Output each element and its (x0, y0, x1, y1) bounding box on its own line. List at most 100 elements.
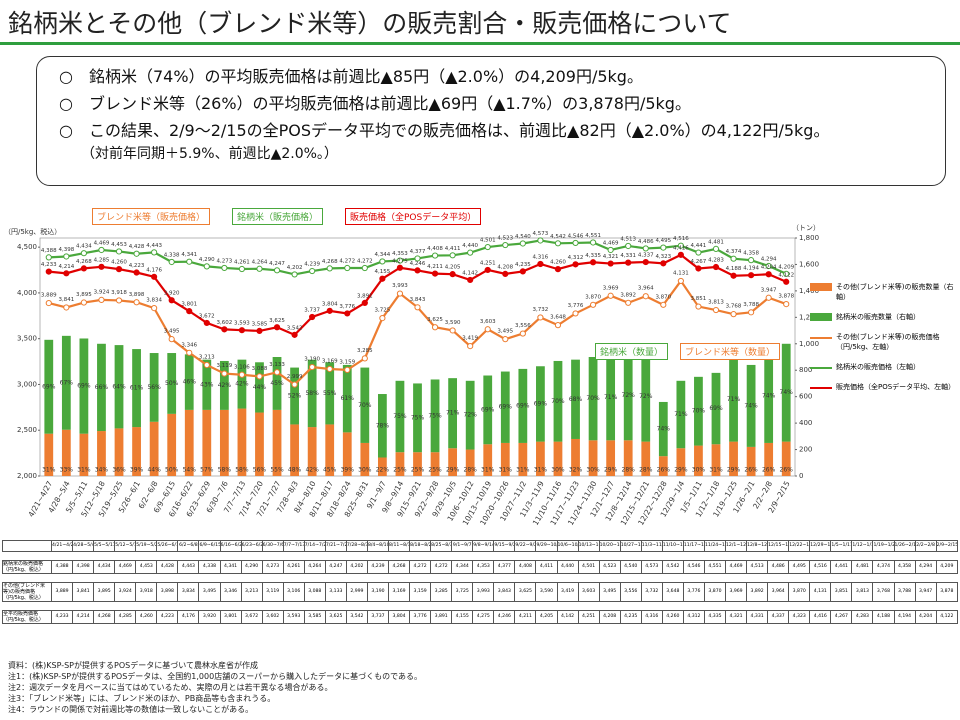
value-label: 3,213 (199, 354, 215, 360)
share-label: 72% (639, 393, 653, 400)
line-marker (660, 260, 667, 267)
line-marker (115, 266, 123, 273)
line-marker (309, 267, 316, 275)
value-label: 4,523 (497, 236, 513, 242)
chart: （円/5kg、税込） （トン） 2,000 2,500 3,000 3,500 4,00… (4, 224, 820, 527)
bar (44, 433, 54, 476)
table-cell: 4,275 (472, 610, 495, 624)
value-label: 3,159 (339, 359, 355, 365)
value-label: 4,233 (41, 262, 57, 268)
share-label: 43% (200, 381, 214, 388)
y2-tick-label: 0 (799, 472, 803, 480)
table-header-cell: 5/26~6/1 (156, 540, 179, 552)
value-label: 3,625 (269, 318, 285, 324)
table-gap-cell (2, 551, 958, 561)
line-marker (730, 311, 737, 318)
line-marker (554, 266, 562, 273)
value-label: 3,106 (234, 364, 250, 370)
table-cell: 4,546 (682, 560, 705, 574)
line-marker (133, 250, 140, 257)
value-label: 4,341 (181, 252, 197, 258)
table-cell: 3,889 (50, 582, 74, 602)
value-label: 4,495 (655, 238, 671, 244)
value-label: 3,648 (550, 315, 566, 321)
share-label: 78% (376, 422, 390, 429)
line-marker (748, 309, 755, 316)
share-label: 45% (323, 467, 337, 474)
line-marker (133, 269, 140, 276)
table-cell: 2,999 (345, 582, 368, 602)
table-cell: 4,155 (451, 610, 474, 624)
y2-tick-label: 1,200 (799, 313, 819, 321)
legend-item: その他(ブレンド米等)の販売価格（円/5kg、左軸） (810, 332, 960, 352)
line-marker (695, 249, 702, 256)
value-label: 4,251 (480, 260, 496, 266)
line-marker (203, 263, 210, 270)
table-cell: 4,516 (809, 560, 832, 574)
table-cell: 3,768 (872, 582, 895, 602)
share-label: 56% (147, 384, 161, 391)
share-label: 75% (428, 412, 442, 419)
value-label: 4,481 (708, 239, 724, 245)
line-marker (484, 243, 491, 251)
table-cell: 4,251 (577, 610, 600, 624)
share-label: 58% (305, 390, 319, 397)
legend-swatch (810, 283, 832, 291)
legend-swatch (810, 367, 832, 369)
line-marker (589, 259, 597, 266)
value-label: 3,993 (392, 283, 408, 289)
line-marker (221, 370, 228, 377)
table-cell: 4,264 (303, 560, 326, 574)
bullet: ○ 銘柄米（74%）の平均販売価格は前週比▲85円（▲2.0%）の4,209円/… (59, 67, 643, 86)
share-label: 70% (358, 402, 372, 409)
line-marker (589, 301, 597, 308)
table-cell: 4,441 (830, 560, 853, 574)
bar (588, 357, 598, 441)
line-marker (115, 297, 123, 304)
value-label: 3,804 (322, 301, 338, 307)
table-cell: 3,878 (935, 582, 959, 602)
summary-box: ○ 銘柄米（74%）の平均販売価格は前週比▲85円（▲2.0%）の4,209円/… (36, 56, 946, 186)
value-label: 3,732 (533, 307, 549, 313)
line-marker (45, 268, 52, 275)
table-cell: 3,920 (198, 610, 221, 624)
line-marker (765, 294, 772, 301)
value-label: 4,209 (778, 264, 794, 270)
table-cell: 4,142 (556, 610, 579, 624)
value-label: 4,542 (550, 234, 566, 240)
line-marker (203, 361, 210, 369)
line-marker (748, 272, 755, 279)
line-marker (589, 239, 597, 246)
bar (553, 360, 563, 442)
value-label: 3,947 (761, 287, 777, 293)
legend-label: その他(ブレンド米等)の販売価格（円/5kg、左軸） (836, 333, 940, 351)
table-cell: 4,204 (914, 610, 937, 624)
line-marker (748, 257, 755, 264)
line-marker (63, 253, 70, 260)
share-label: 28% (639, 467, 653, 474)
y2-tick-label: 600 (799, 393, 812, 401)
table-cell: 3,542 (345, 610, 368, 624)
share-label: 42% (218, 382, 232, 389)
table-cell: 3,870 (788, 582, 811, 602)
value-label: 4,573 (533, 231, 549, 237)
table-cell: 3,556 (619, 582, 642, 602)
share-label: 22% (376, 467, 390, 474)
value-label: 3,190 (304, 357, 320, 363)
table-cell: 3,419 (556, 582, 579, 602)
share-label: 74% (780, 389, 794, 396)
bar (518, 368, 528, 443)
bar (79, 338, 89, 434)
table-cell: 4,202 (345, 560, 368, 574)
table-cell: 3,801 (219, 610, 242, 624)
callout: 銘柄米（数量） (595, 343, 669, 360)
value-label: 4,283 (708, 258, 724, 264)
value-label: 4,260 (550, 260, 566, 266)
share-label: 69% (77, 383, 91, 390)
table-corner (2, 540, 52, 552)
table-cell: 4,194 (893, 610, 916, 624)
share-label: 57% (200, 467, 214, 474)
value-label: 3,892 (620, 292, 636, 298)
share-label: 66% (95, 384, 109, 391)
value-label: 4,211 (427, 264, 443, 270)
